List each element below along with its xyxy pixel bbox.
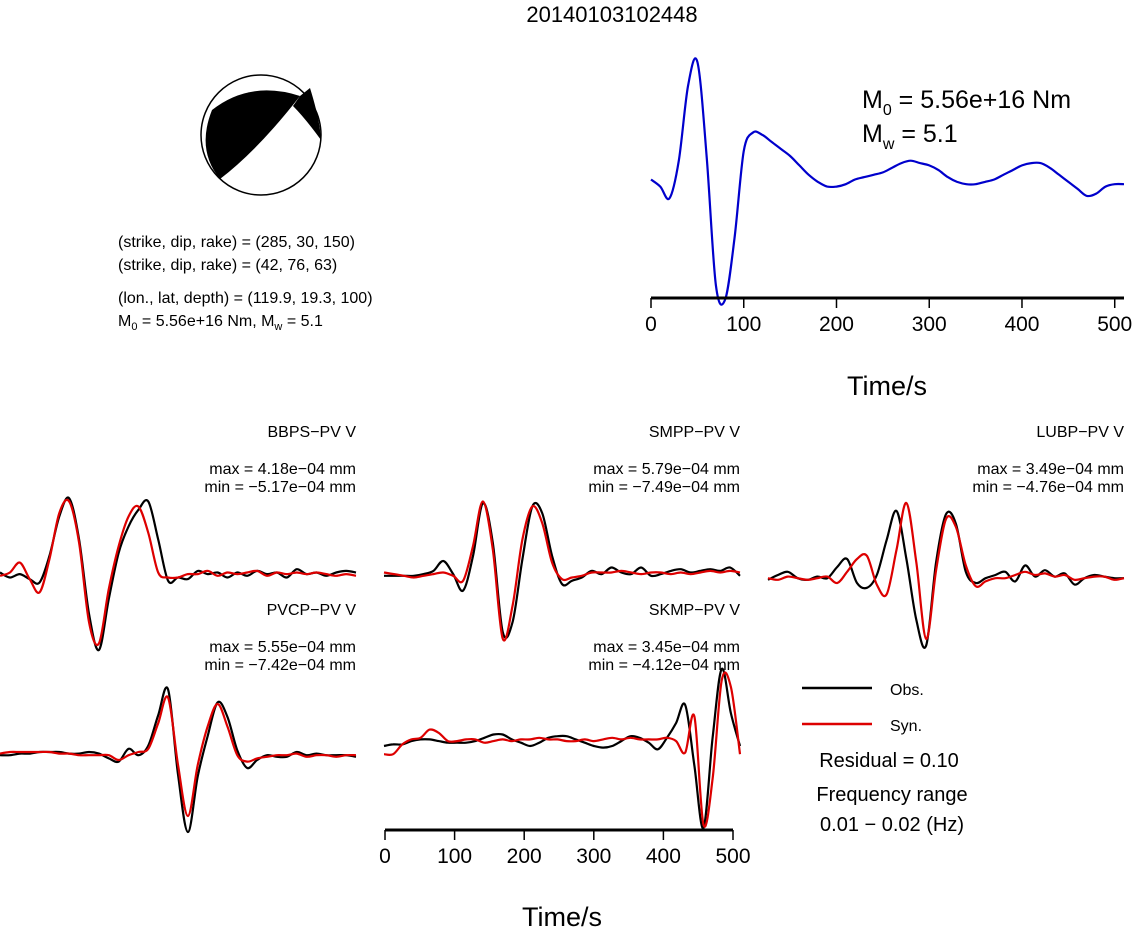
min-amplitude: min = −5.17e−04 mm <box>204 479 356 496</box>
waveform-x-axis: 0 100 200 300 400 500 <box>379 828 751 868</box>
station-name: PVCP−PV V <box>267 602 357 619</box>
stf-tick-label: 0 <box>645 313 657 336</box>
residual-label: Residual = 0.10 <box>819 750 959 772</box>
mechanism-line-2: (strike, dip, rake) = (42, 76, 63) <box>118 257 337 274</box>
stf-mw-symbol: M <box>862 120 883 148</box>
stf-m0-subscript: 0 <box>883 102 892 119</box>
legend: Obs. Syn. Residual = 0.10 Frequency rang… <box>802 682 968 836</box>
observed-trace <box>767 509 1125 649</box>
mechanism-location: (lon., lat, depth) = (119.9, 19.3, 100) <box>118 290 373 307</box>
figure-title: 20140103102448 <box>526 2 697 27</box>
min-amplitude: min = −7.42e−04 mm <box>204 657 356 674</box>
synthetic-trace <box>383 671 742 828</box>
m0-symbol: M <box>118 313 131 330</box>
stf-x-axis: 0 100 200 300 400 500 <box>645 296 1132 336</box>
waveform-tick-label: 200 <box>507 845 542 868</box>
synthetic-trace <box>767 501 1125 641</box>
waveform-tick-label: 300 <box>576 845 611 868</box>
min-amplitude: min = −4.12e−04 mm <box>588 657 740 674</box>
max-amplitude: max = 3.45e−04 mm <box>593 639 740 656</box>
mw-symbol: M <box>261 313 274 330</box>
waveform-x-label: Time/s <box>522 902 602 928</box>
synthetic-trace <box>0 498 357 646</box>
max-amplitude: max = 4.18e−04 mm <box>209 461 356 478</box>
waveform-tick-label: 500 <box>715 845 750 868</box>
max-amplitude: max = 3.49e−04 mm <box>977 461 1124 478</box>
stf-tick-label: 300 <box>912 313 947 336</box>
stf-tick-label: 200 <box>819 313 854 336</box>
stf-m0-label: M0 = 5.56e+16 Nm <box>862 86 1071 119</box>
max-amplitude: max = 5.55e−04 mm <box>209 639 356 656</box>
mechanism-line-1: (strike, dip, rake) = (285, 30, 150) <box>118 234 355 251</box>
mw-value: = 5.1 <box>282 313 323 330</box>
beachball <box>200 74 322 196</box>
max-amplitude: max = 5.79e−04 mm <box>593 461 740 478</box>
mw-subscript: w <box>273 321 282 333</box>
stf-x-label: Time/s <box>847 371 927 401</box>
observed-trace <box>383 667 742 830</box>
m0-subscript: 0 <box>131 321 137 333</box>
frequency-range-label: Frequency range <box>816 784 967 806</box>
waveform-tick-label: 0 <box>379 845 391 868</box>
stf-mw-subscript: w <box>882 136 895 153</box>
synthetic-trace <box>383 500 741 642</box>
beachball-compression-quadrant <box>205 90 300 179</box>
beachball-compression-small <box>293 88 321 140</box>
waveform-tick-label: 100 <box>437 845 472 868</box>
mechanism-moment: M0 = 5.56e+16 Nm, Mw = 5.1 <box>118 313 323 333</box>
mechanism-info: (strike, dip, rake) = (285, 30, 150) (st… <box>118 234 373 333</box>
legend-syn-label: Syn. <box>890 718 922 735</box>
min-amplitude: min = −4.76e−04 mm <box>972 479 1124 496</box>
stf-plot: M0 = 5.56e+16 Nm Mw = 5.1 0 100 200 300 400 5… <box>645 57 1132 401</box>
stf-mw-label: Mw = 5.1 <box>862 120 958 153</box>
stf-tick-label: 500 <box>1097 313 1132 336</box>
waveform-tick-label: 400 <box>646 845 681 868</box>
stf-mw-value: = 5.1 <box>894 120 957 148</box>
observed-trace <box>383 501 741 639</box>
observed-trace <box>0 686 357 834</box>
synthetic-trace <box>0 695 357 818</box>
m0-value: = 5.56e+16 Nm, <box>137 313 261 330</box>
min-amplitude: min = −7.49e−04 mm <box>588 479 740 496</box>
legend-obs-label: Obs. <box>890 682 924 699</box>
station-name: BBPS−PV V <box>268 424 357 441</box>
station-name: LUBP−PV V <box>1036 424 1124 441</box>
station-name: SMPP−PV V <box>649 424 740 441</box>
station-name: SKMP−PV V <box>649 602 740 619</box>
stf-m0-symbol: M <box>862 86 883 114</box>
stf-tick-label: 100 <box>726 313 761 336</box>
stf-m0-value: = 5.56e+16 Nm <box>892 86 1071 114</box>
stf-tick-label: 400 <box>1004 313 1039 336</box>
frequency-range-value: 0.01 − 0.02 (Hz) <box>820 814 964 836</box>
